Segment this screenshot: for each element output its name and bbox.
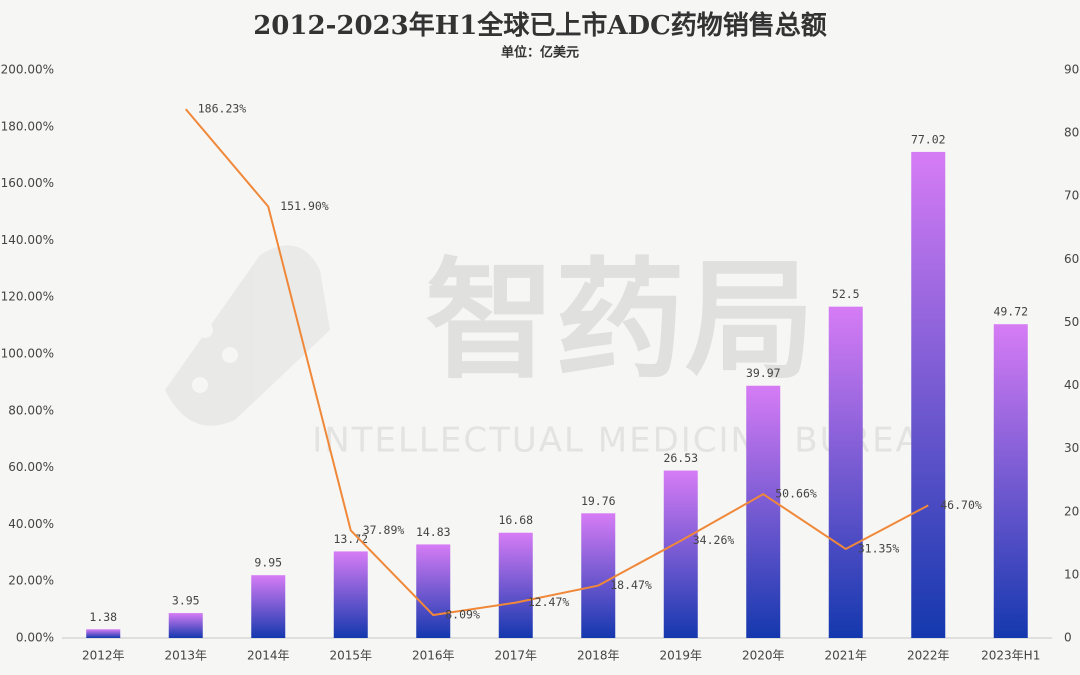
bar-value-label: 16.68 — [498, 513, 533, 527]
watermark: 智药局 — [425, 245, 815, 397]
bar — [498, 532, 533, 638]
y-tick-label: 140.00% — [1, 233, 54, 247]
x-tick-label: 2012年 — [82, 649, 125, 663]
y2-tick-label: 60 — [1064, 252, 1079, 266]
line-value-label: 8.09% — [445, 608, 480, 622]
line-value-label: 18.47% — [610, 578, 652, 592]
y-tick-label: 200.00% — [1, 63, 54, 77]
bar-value-label: 9.95 — [254, 556, 282, 570]
y2-tick-label: 50 — [1064, 315, 1079, 329]
line-value-label: 31.35% — [858, 541, 900, 555]
bar-value-label: 14.83 — [416, 525, 451, 539]
bar-value-label: 49.72 — [993, 305, 1028, 319]
x-tick-label: 2015年 — [329, 649, 372, 663]
x-tick-label: 2022年 — [907, 649, 950, 663]
y-tick-label: 40.00% — [8, 517, 54, 531]
y2-tick-label: 90 — [1064, 63, 1079, 77]
bar-value-label: 77.02 — [911, 132, 946, 146]
chart-subtitle: 单位：亿美元 — [501, 45, 579, 61]
x-tick-label: 2019年 — [659, 649, 702, 663]
y2-tick-label: 40 — [1064, 378, 1079, 392]
y2-tick-label: 20 — [1064, 504, 1079, 518]
x-tick-label: 2013年 — [164, 649, 207, 663]
bar — [911, 151, 946, 639]
y2-tick-label: 80 — [1064, 126, 1079, 140]
bar-value-label: 19.76 — [581, 494, 616, 508]
x-tick-label: 2018年 — [577, 649, 620, 663]
bar-value-label: 26.53 — [663, 451, 698, 465]
bar — [663, 470, 698, 638]
x-tick-label: 2017年 — [494, 649, 537, 663]
y-tick-label: 80.00% — [8, 403, 54, 417]
y2-tick-label: 0 — [1064, 631, 1072, 645]
bar-value-label: 3.95 — [172, 594, 200, 608]
bar — [333, 551, 368, 638]
x-tick-label: 2016年 — [412, 649, 455, 663]
x-tick-label: 2020年 — [742, 649, 785, 663]
bar — [746, 385, 781, 638]
bar — [581, 513, 616, 638]
bar-value-label: 39.97 — [746, 366, 781, 380]
y-tick-label: 0.00% — [16, 631, 54, 645]
bar — [828, 306, 863, 638]
y-tick-label: 160.00% — [1, 176, 54, 190]
bar — [251, 575, 286, 638]
x-tick-label: 2014年 — [247, 649, 290, 663]
line — [184, 108, 929, 617]
bar-value-label: 1.38 — [89, 610, 117, 624]
bar-value-label: 13.72 — [333, 532, 368, 546]
line-value-label: 186.23% — [198, 102, 247, 116]
y2-tick-label: 70 — [1064, 189, 1079, 203]
line-value-label: 37.89% — [363, 523, 405, 537]
y-tick-label: 60.00% — [8, 460, 54, 474]
bar-value-label: 52.5 — [832, 287, 860, 301]
bar — [86, 629, 121, 638]
x-tick-label: 2023年H1 — [981, 649, 1040, 663]
line-value-label: 46.70% — [940, 498, 982, 512]
y-tick-label: 20.00% — [8, 574, 54, 588]
bar — [993, 324, 1028, 638]
chart-title: 2012-2023年H1全球已上市ADC药物销售总额 — [253, 10, 827, 41]
y-tick-label: 120.00% — [1, 290, 54, 304]
x-tick-label: 2021年 — [824, 649, 867, 663]
line-value-label: 151.90% — [280, 199, 329, 213]
line-value-label: 12.47% — [528, 595, 570, 609]
y2-tick-label: 10 — [1064, 567, 1079, 581]
y2-tick-label: 30 — [1064, 441, 1079, 455]
bar — [168, 613, 203, 638]
y-tick-label: 180.00% — [1, 119, 54, 133]
line-value-label: 50.66% — [775, 487, 817, 501]
line-value-label: 34.26% — [693, 533, 735, 547]
y-tick-label: 100.00% — [1, 347, 54, 361]
bar — [416, 544, 451, 638]
